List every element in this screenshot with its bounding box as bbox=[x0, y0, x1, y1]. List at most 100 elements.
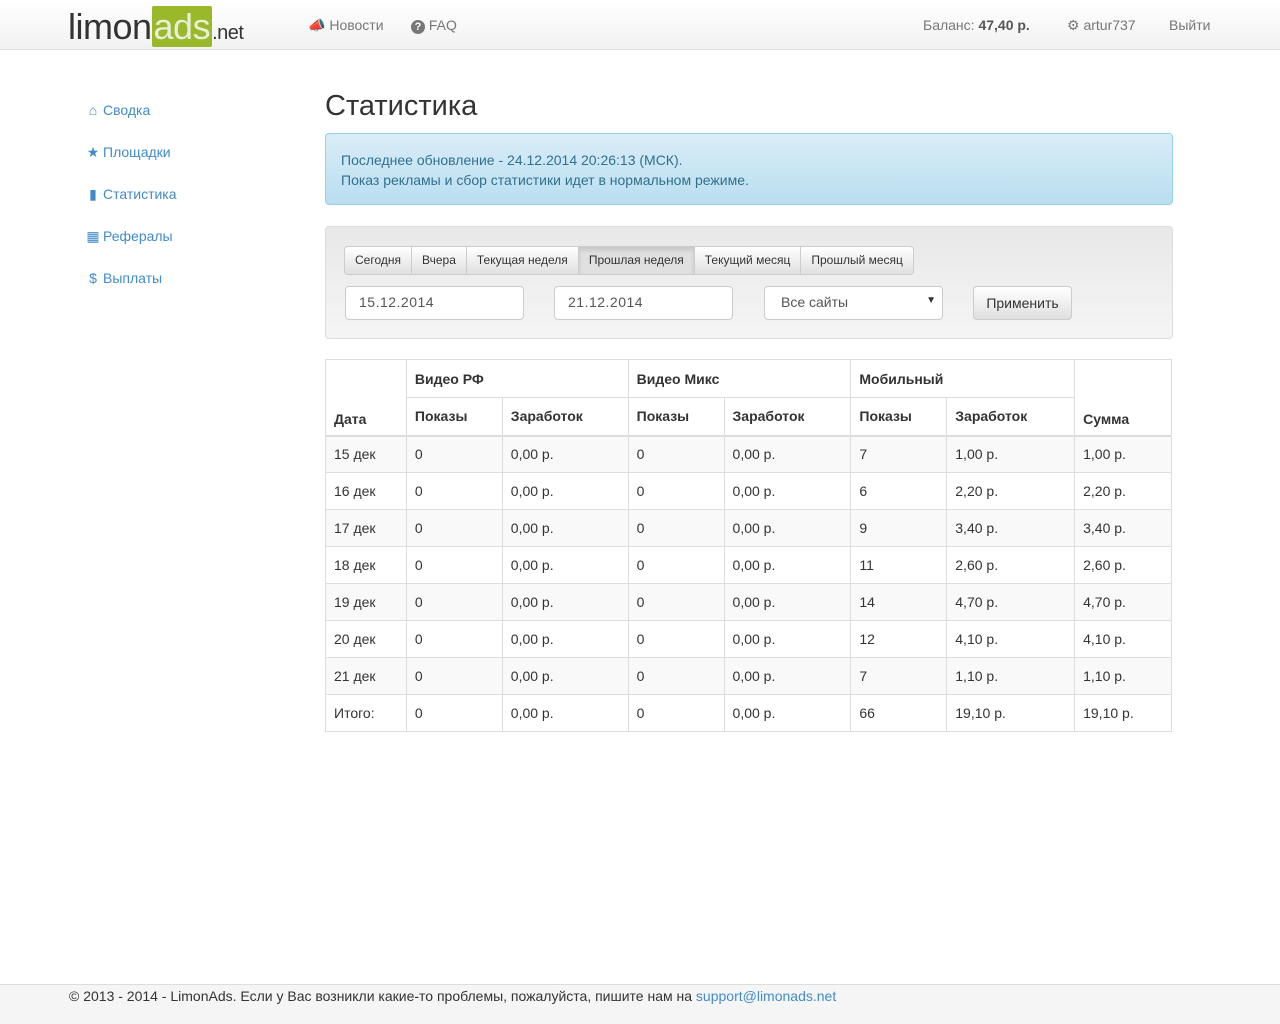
table-cell: 0,00 р. bbox=[501, 472, 629, 510]
question-circle-icon: ? bbox=[411, 20, 425, 34]
support-email-link[interactable]: support@limonads.net bbox=[695, 988, 837, 1004]
dollar-icon: $ bbox=[89, 270, 97, 286]
date-to-input[interactable]: 21.12.2014 bbox=[554, 286, 733, 320]
table-cell: 4,70 р. bbox=[946, 583, 1076, 621]
table-cell: 0 bbox=[627, 620, 725, 658]
table-cell: 7 bbox=[850, 435, 948, 473]
table-cell: 0 bbox=[405, 546, 503, 584]
table-cell: 4,10 р. bbox=[946, 620, 1076, 658]
table-cell: 0,00 р. bbox=[501, 546, 629, 584]
nav-faq-link[interactable]: ? FAQ bbox=[411, 17, 457, 34]
group-video-mix: Видео Микс bbox=[627, 359, 852, 398]
table-cell: 6 bbox=[850, 472, 948, 510]
table-cell: 0 bbox=[627, 472, 725, 510]
sidebar-item-stats[interactable]: ▮ Статистика bbox=[85, 186, 176, 203]
sidebar-item-summary[interactable]: ⌂ Сводка bbox=[85, 102, 151, 118]
table-cell: 0,00 р. bbox=[723, 694, 852, 732]
date-from-input[interactable]: 15.12.2014 bbox=[345, 286, 524, 320]
period-last-month-button[interactable]: Прошлый месяц bbox=[800, 246, 914, 275]
table-cell: 0 bbox=[627, 657, 725, 695]
group-video-rf: Видео РФ bbox=[405, 359, 629, 398]
gear-icon: ⚙ bbox=[1067, 17, 1080, 33]
table-cell: 0,00 р. bbox=[501, 435, 629, 473]
table-cell: 0 bbox=[627, 435, 725, 473]
table-cell: 14 bbox=[850, 583, 948, 621]
period-this-month-button[interactable]: Текущий месяц bbox=[693, 246, 802, 275]
table-cell: 0,00 р. bbox=[723, 620, 852, 658]
group-mobile: Мобильный bbox=[850, 359, 1076, 398]
col-impressions: Показы bbox=[627, 397, 725, 437]
stats-table: Дата Видео РФ Видео Микс Мобильный Сумма… bbox=[325, 359, 1172, 732]
sidebar-item-sites[interactable]: ★ Площадки bbox=[86, 144, 171, 160]
table-cell: 4,10 р. bbox=[1074, 620, 1172, 658]
table-cell: 0 bbox=[405, 583, 503, 621]
table-cell: 0 bbox=[405, 509, 503, 547]
table-cell: 17 дек bbox=[325, 509, 407, 547]
footer: © 2013 - 2014 - LimonAds. Если у Вас воз… bbox=[0, 984, 1280, 1024]
table-cell: 3,40 р. bbox=[946, 509, 1076, 547]
table-row: 19 дек 0 0,00 р. 0 0,00 р. 14 4,70 р. 4,70 р. bbox=[325, 583, 1172, 621]
table-cell: 0,00 р. bbox=[723, 509, 852, 547]
table-cell: 2,60 р. bbox=[946, 546, 1076, 584]
table-cell: 2,60 р. bbox=[1074, 546, 1172, 584]
period-yesterday-button[interactable]: Вчера bbox=[411, 246, 467, 275]
table-cell: 19 дек bbox=[325, 583, 407, 621]
table-cell: 20 дек bbox=[325, 620, 407, 658]
sidebar-item-payouts[interactable]: $ Выплаты bbox=[85, 270, 162, 286]
table-cell: 0,00 р. bbox=[501, 657, 629, 695]
table-row: 20 дек 0 0,00 р. 0 0,00 р. 12 4,10 р. 4,10 р. bbox=[325, 620, 1172, 658]
apply-button[interactable]: Применить bbox=[973, 286, 1072, 320]
table-row: 17 дек 0 0,00 р. 0 0,00 р. 9 3,40 р. 3,40 р. bbox=[325, 509, 1172, 547]
period-this-week-button[interactable]: Текущая неделя bbox=[465, 246, 579, 275]
logout-link[interactable]: Выйти bbox=[1169, 17, 1211, 33]
table-cell: 1,00 р. bbox=[946, 435, 1076, 473]
table-cell: 0 bbox=[405, 435, 503, 473]
table-cell: 0 bbox=[405, 694, 503, 732]
table-cell: 0 bbox=[627, 694, 725, 732]
col-earnings: Заработок bbox=[723, 397, 852, 437]
bar-chart-icon: ▮ bbox=[89, 186, 97, 202]
filter-panel: Сегодня Вчера Текущая неделя Прошлая нед… bbox=[325, 226, 1173, 339]
site-select[interactable]: Все сайты ▼ bbox=[764, 286, 943, 320]
table-cell: 2,20 р. bbox=[946, 472, 1076, 510]
table-cell: 12 bbox=[850, 620, 948, 658]
table-cell: 16 дек bbox=[325, 472, 407, 510]
table-cell: 0,00 р. bbox=[723, 435, 852, 473]
table-cell: 3,40 р. bbox=[1074, 509, 1172, 547]
bullhorn-icon: 📣 bbox=[308, 17, 326, 33]
col-sum: Сумма bbox=[1074, 359, 1172, 437]
sidebar-item-referrals[interactable]: ▦ Рефералы bbox=[86, 228, 173, 244]
status-alert: Последнее обновление - 24.12.2014 20:26:… bbox=[325, 133, 1173, 205]
table-cell: 4,70 р. bbox=[1074, 583, 1172, 621]
period-last-week-button[interactable]: Прошлая неделя bbox=[577, 246, 695, 275]
caret-down-icon: ▼ bbox=[926, 295, 936, 306]
page-title: Статистика bbox=[325, 90, 478, 122]
table-row: 16 дек 0 0,00 р. 0 0,00 р. 6 2,20 р. 2,20 р. bbox=[325, 472, 1172, 510]
table-cell: 0 bbox=[627, 509, 725, 547]
col-earnings: Заработок bbox=[501, 397, 629, 437]
table-cell: 1,00 р. bbox=[1074, 435, 1172, 473]
col-impressions: Показы bbox=[405, 397, 503, 437]
table-cell: Итого: bbox=[325, 694, 407, 732]
table-cell: 0 bbox=[405, 472, 503, 510]
gift-icon: ▦ bbox=[86, 228, 100, 244]
table-cell: 0,00 р. bbox=[501, 509, 629, 547]
period-buttons: Сегодня Вчера Текущая неделя Прошлая нед… bbox=[344, 246, 914, 275]
period-today-button[interactable]: Сегодня bbox=[344, 246, 412, 275]
table-cell: 19,10 р. bbox=[1074, 694, 1172, 732]
table-cell: 0,00 р. bbox=[501, 694, 629, 732]
table-cell: 0 bbox=[627, 546, 725, 584]
balance: Баланс: 47,40 р. bbox=[923, 17, 1030, 33]
logo[interactable]: limonads .net bbox=[68, 6, 244, 47]
table-cell: 1,10 р. bbox=[1074, 657, 1172, 695]
col-earnings: Заработок bbox=[946, 397, 1076, 437]
table-cell: 0 bbox=[627, 583, 725, 621]
table-cell: 9 bbox=[850, 509, 948, 547]
nav-news-link[interactable]: 📣 Новости bbox=[308, 17, 384, 33]
table-cell: 2,20 р. bbox=[1074, 472, 1172, 510]
table-cell: 0,00 р. bbox=[723, 583, 852, 621]
total-row: Итого: 0 0,00 р. 0 0,00 р. 66 19,10 р. 19,10 р. bbox=[325, 694, 1172, 732]
user-menu[interactable]: ⚙ artur737 bbox=[1067, 17, 1136, 33]
table-cell: 21 дек bbox=[325, 657, 407, 695]
table-cell: 15 дек bbox=[325, 435, 407, 473]
